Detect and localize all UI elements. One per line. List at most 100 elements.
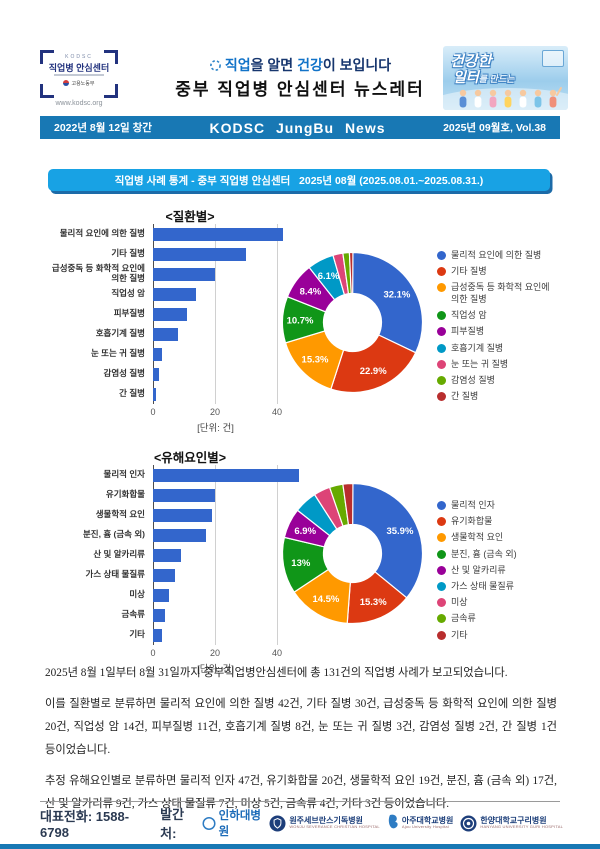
paragraph-disease: 이를 질환별로 분류하면 물리적 요인에 의한 질병 42건, 기타 질병 30…: [45, 698, 557, 756]
bar-row: 가스 상태 물질류: [48, 565, 328, 585]
legend-item: 금속류: [437, 613, 557, 625]
donut-slice: [351, 251, 424, 354]
bar: [153, 628, 163, 642]
bar-category-label: 가스 상태 물질류: [85, 569, 145, 580]
legend-item: 피부질병: [437, 326, 557, 338]
bar-category-label: 피부질병: [113, 308, 145, 319]
bar-track: [153, 465, 328, 485]
hospital-ajou: 아주대학교병원 Ajou University Hospital: [387, 814, 453, 832]
hospital-wonju: 원주세브란스기독병원 WONJU SEVERANCE CHRISTIAN HOS…: [269, 815, 380, 832]
bar: [153, 608, 166, 622]
masthead-title: KODSC JungBu News: [209, 119, 386, 136]
bar: [153, 347, 163, 361]
legend-dot-icon: [437, 251, 446, 260]
legend-disease: 물리적 요인에 의한 질병 기타 질병 급성중독 등 화학적 요인에 의한 질병 직업…: [437, 250, 557, 407]
donut-percent-label: 22.9%: [360, 366, 387, 377]
hanyang-hospital-logo-icon: [460, 815, 477, 831]
logo-bracket-icon: [104, 84, 118, 98]
bar: [153, 287, 197, 301]
logo-bracket-icon: [40, 84, 54, 98]
bar: [153, 307, 188, 321]
slogan-text: 직업을 알면 건강이 보입니다: [224, 57, 392, 73]
x-axis-tick: 0: [150, 407, 156, 417]
bar-track: [153, 605, 328, 625]
bar-category-label: 기타 질병: [111, 248, 145, 259]
legend-dot-icon: [437, 565, 446, 575]
bar-row: 기타: [48, 625, 328, 645]
bar-row: 눈 또는 귀 질병: [48, 344, 328, 364]
x-axis-tick: 40: [271, 648, 282, 658]
bar-row: 물리적 인자: [48, 465, 328, 485]
legend-dot-icon: [437, 581, 446, 591]
donut-percent-label: 32.1%: [383, 290, 410, 301]
paragraph-summary: 2025년 8월 1일부터 8월 31일까지 중부직업병안심센터에 총 131건…: [45, 667, 508, 679]
legend-label: 직업성 암: [451, 310, 487, 321]
kodsc-logo: KODSC 직업병 안심센터 고용노동부: [40, 50, 118, 98]
inha-hospital-logo-icon: [202, 816, 216, 830]
bar-category-label: 유기화합물: [105, 489, 145, 500]
bar: [153, 327, 178, 341]
bar-track: [153, 244, 328, 264]
logo-url: www.kodsc.org: [55, 100, 103, 107]
x-axis-tick: 20: [209, 407, 220, 417]
bar-track: [153, 224, 328, 244]
donut-percent-label: 6.9%: [294, 526, 316, 537]
logo-kodsc-text: KODSC: [65, 54, 93, 60]
legend-label: 기타: [451, 629, 468, 640]
legend-dot-icon: [437, 517, 446, 527]
legend-label: 산 및 알카리류: [451, 564, 506, 575]
bar-category-label: 물리적 요인에 의한 질병: [59, 228, 145, 239]
legend-item: 호흡기계 질병: [437, 343, 557, 355]
bar-track: [153, 525, 328, 545]
legend-label: 눈 또는 귀 질병: [451, 358, 509, 369]
donut-percent-label: 13%: [291, 558, 311, 569]
bar: [153, 548, 181, 562]
bar: [153, 568, 175, 582]
legend-label: 피부질병: [451, 326, 485, 337]
legend-label: 간 질병: [451, 391, 479, 402]
logo-bracket-icon: [40, 50, 54, 64]
legend-item: 눈 또는 귀 질병: [437, 359, 557, 371]
sparkle-icon: [209, 60, 221, 71]
masthead-band: 2022년 8월 12일 창간 KODSC JungBu News 2025년 …: [40, 116, 560, 139]
bar-track: [153, 485, 328, 505]
gridline: [215, 465, 216, 645]
legend-item: 간 질병: [437, 391, 557, 403]
gridline: [277, 224, 278, 404]
bar-category-label: 물리적 인자: [103, 469, 145, 480]
slogan: 직업을 알면 건강이 보입니다: [140, 55, 460, 75]
bar-row: 생물학적 요인: [48, 505, 328, 525]
donut-slice: [330, 334, 417, 394]
taegeuk-icon: [63, 80, 70, 86]
donut-chart-hazard: 35.9% 15.3% 14.5% 13% 6.9%: [281, 482, 424, 625]
legend-label: 분진, 흄 (금속 외): [451, 548, 517, 559]
bottom-accent-strip: [0, 844, 600, 849]
donut-percent-label: 15.3%: [302, 354, 329, 365]
legend-label: 가스 상태 물질류: [451, 580, 514, 591]
bar-row: 피부질병: [48, 304, 328, 324]
bar: [153, 227, 284, 241]
publisher-label: 발간처:: [160, 807, 185, 841]
hospital-hanyang: 한양대학교구리병원 HANYANG UNIVERSITY GURI HOSPIT…: [460, 815, 563, 832]
legend-dot-icon: [437, 533, 446, 543]
donut-chart-disease: 32.1% 22.9% 15.3% 10.7% 8.4% 6.1%: [281, 251, 424, 394]
logo-caption-line: [54, 74, 104, 76]
bar-track: [153, 505, 328, 525]
chart-caption-hazard: <유해요인별>: [153, 451, 227, 465]
bar: [153, 588, 169, 602]
gridline: [277, 465, 278, 645]
legend-label: 미상: [451, 597, 468, 608]
bar-row: 직업성 암: [48, 284, 328, 304]
founding-date: 2022년 8월 12일 창간: [54, 122, 152, 134]
bar: [153, 508, 212, 522]
legend-item: 미상: [437, 597, 557, 609]
bar-chart-hazard: 물리적 인자 유기화합물 생물학적 요인 분진, 흄 (금속 외) 산 및 알카리류 가스…: [48, 465, 328, 679]
promo-people-illustration: [459, 87, 562, 108]
donut-percent-label: 6.1%: [318, 271, 340, 282]
bar-category-label: 호흡기계 질병: [95, 328, 145, 339]
legend-label: 물리적 인자: [451, 500, 495, 510]
logo-bracket-icon: [104, 50, 118, 64]
legend-label: 생물학적 요인: [451, 532, 504, 543]
gridline: [215, 224, 216, 404]
